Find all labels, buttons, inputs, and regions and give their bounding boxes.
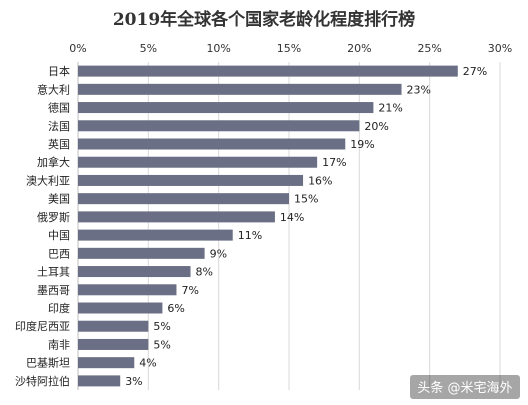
value-label: 19% — [350, 138, 374, 151]
value-label: 7% — [181, 284, 198, 297]
bar — [78, 193, 289, 205]
watermark-background — [410, 375, 520, 399]
bar — [78, 266, 191, 278]
value-label: 6% — [167, 302, 184, 315]
x-tick-label: 5% — [140, 42, 157, 55]
bar — [78, 375, 121, 387]
x-axis-ticks: 0% 5% 10% 15% 20% 25% 30% — [69, 42, 512, 55]
category-label: 印度尼西亚 — [15, 319, 70, 333]
bar — [78, 357, 135, 369]
value-label: 14% — [280, 211, 304, 224]
category-label: 日本 — [48, 64, 70, 78]
category-label: 墨西哥 — [37, 284, 70, 297]
category-label: 俄罗斯 — [37, 211, 70, 224]
category-labels: 日本意大利德国法国英国加拿大澳大利亚美国俄罗斯中国巴西土耳其墨西哥印度印度尼西亚… — [15, 64, 70, 388]
x-tick-label: 0% — [69, 42, 86, 55]
watermark-text: 头条 @米宅海外 — [417, 380, 512, 396]
x-tick-label: 25% — [417, 42, 441, 55]
bar — [78, 102, 374, 114]
value-label: 9% — [210, 247, 227, 260]
bar — [78, 320, 149, 332]
category-label: 意大利 — [37, 82, 70, 96]
category-label: 澳大利亚 — [26, 173, 70, 187]
value-label: 23% — [407, 83, 431, 96]
x-tick-label: 10% — [206, 42, 230, 55]
category-label: 德国 — [48, 101, 70, 115]
x-tick-label: 15% — [277, 42, 301, 55]
category-label: 土耳其 — [37, 266, 70, 279]
bar — [78, 338, 149, 350]
bar — [78, 156, 318, 168]
category-label: 巴基斯坦 — [26, 356, 70, 370]
category-label: 法国 — [48, 119, 70, 133]
bar — [78, 138, 346, 150]
bar — [78, 174, 304, 186]
value-label: 16% — [308, 174, 332, 187]
value-label: 27% — [463, 65, 487, 78]
x-tick-label: 20% — [347, 42, 371, 55]
category-label: 沙特阿拉伯 — [15, 374, 70, 388]
bars — [78, 65, 458, 387]
value-label: 15% — [294, 193, 318, 206]
value-label: 11% — [238, 229, 262, 242]
bar — [78, 229, 233, 241]
bar — [78, 83, 402, 95]
value-label: 5% — [153, 338, 170, 351]
value-label: 3% — [125, 375, 142, 388]
value-label: 21% — [378, 102, 402, 115]
bar — [78, 284, 177, 296]
category-label: 加拿大 — [37, 155, 70, 169]
bar — [78, 65, 458, 77]
value-label: 8% — [196, 266, 213, 279]
bar — [78, 120, 360, 132]
value-labels: 27% 23% 21% 20% 19% 17% 16% 15% 14% 11% 9% 8% 7% 6% 5%… — [125, 65, 487, 388]
value-label: 20% — [364, 120, 388, 133]
bar — [78, 247, 205, 259]
watermark: 头条 @米宅海外 — [410, 375, 520, 399]
value-label: 4% — [139, 357, 156, 370]
bar — [78, 211, 275, 223]
category-label: 南非 — [48, 338, 70, 351]
category-label: 巴西 — [48, 247, 70, 260]
category-label: 英国 — [48, 137, 70, 151]
x-tick-label: 30% — [488, 42, 512, 55]
category-label: 美国 — [48, 193, 70, 206]
category-label: 中国 — [48, 229, 70, 242]
category-label: 印度 — [48, 301, 70, 315]
chart-title: 2019年全球各个国家老龄化程度排行榜 — [113, 9, 415, 30]
value-label: 5% — [153, 320, 170, 333]
gridlines — [77, 62, 501, 390]
bar — [78, 302, 163, 314]
value-label: 17% — [322, 156, 346, 169]
